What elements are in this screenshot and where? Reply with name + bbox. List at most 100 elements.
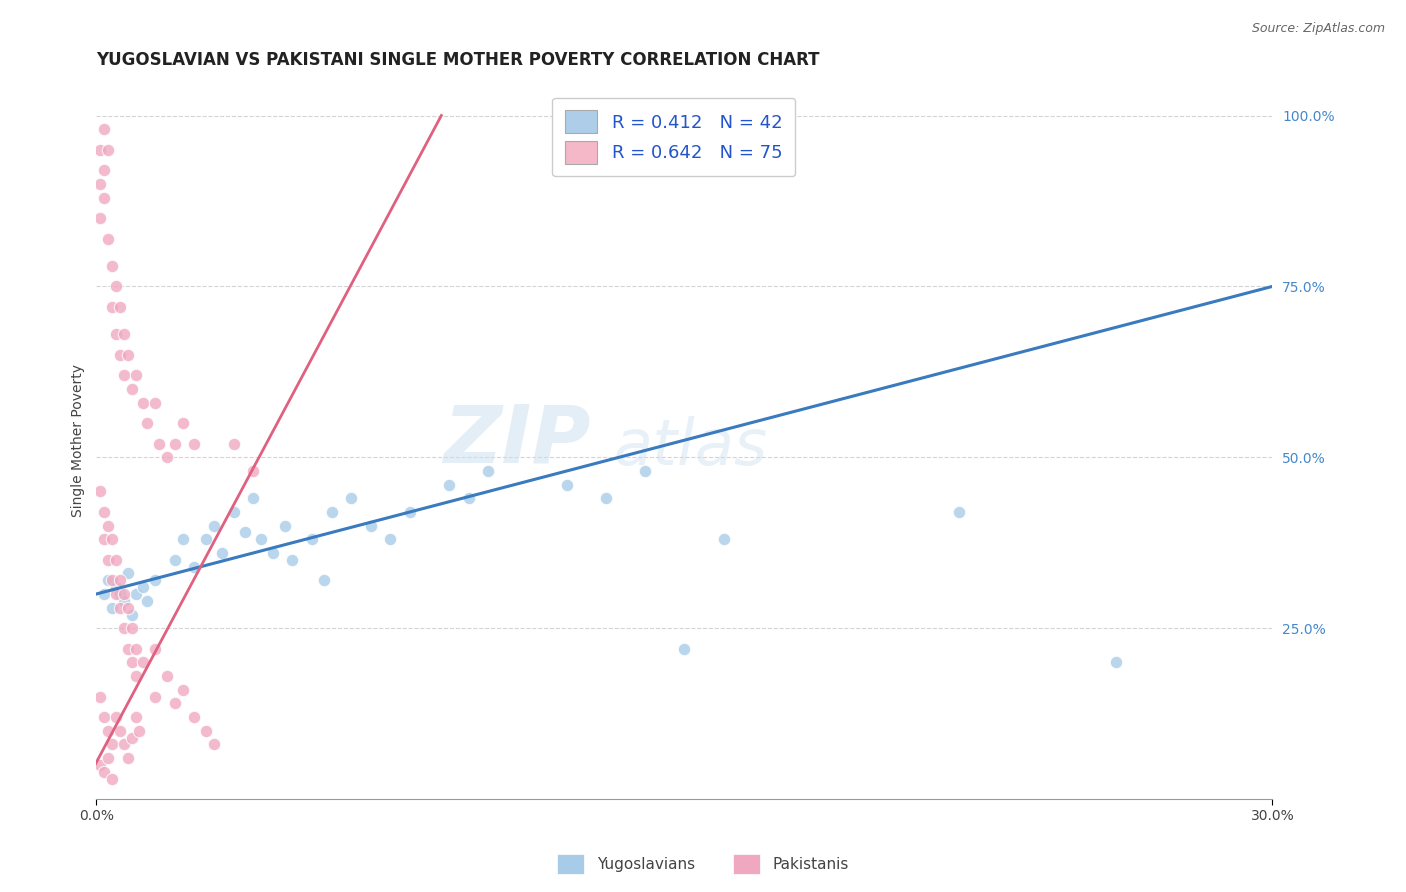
Point: [555, 477, 578, 491]
Point: [128, 723, 150, 738]
Point: [112, 621, 135, 635]
Point: [101, 574, 124, 588]
Point: [97, 574, 120, 588]
Point: [242, 491, 264, 506]
Point: [437, 477, 460, 491]
Point: [281, 553, 304, 567]
Point: [143, 395, 166, 409]
Point: [634, 464, 657, 478]
Point: [202, 738, 225, 752]
Point: [112, 738, 135, 752]
Point: [97, 143, 120, 157]
Point: [121, 382, 143, 396]
Point: [340, 491, 363, 506]
Point: [156, 450, 179, 465]
Point: [132, 656, 155, 670]
Point: [183, 436, 205, 450]
Point: [101, 533, 124, 547]
Point: [104, 553, 127, 567]
Point: [108, 587, 131, 601]
Point: [101, 772, 124, 786]
Point: [163, 697, 186, 711]
Point: [112, 368, 135, 383]
Point: [124, 587, 146, 601]
Point: [595, 491, 617, 506]
Point: [97, 751, 120, 765]
Point: [250, 533, 273, 547]
Point: [101, 259, 124, 273]
Point: [202, 518, 225, 533]
Legend: Yugoslavians, Pakistanis: Yugoslavians, Pakistanis: [551, 848, 855, 880]
Point: [93, 764, 115, 779]
Point: [124, 710, 146, 724]
Text: atlas: atlas: [614, 417, 768, 478]
Point: [242, 464, 264, 478]
Point: [399, 505, 422, 519]
Point: [93, 122, 115, 136]
Point: [112, 587, 135, 601]
Point: [101, 600, 124, 615]
Point: [89, 484, 111, 499]
Point: [136, 594, 159, 608]
Point: [93, 190, 115, 204]
Point: [97, 518, 120, 533]
Point: [108, 348, 131, 362]
Point: [117, 348, 139, 362]
Point: [321, 505, 343, 519]
Point: [93, 710, 115, 724]
Point: [104, 327, 127, 342]
Point: [108, 300, 131, 314]
Point: [132, 580, 155, 594]
Y-axis label: Single Mother Poverty: Single Mother Poverty: [72, 364, 86, 516]
Point: [195, 723, 218, 738]
Point: [101, 300, 124, 314]
Point: [273, 518, 295, 533]
Point: [89, 757, 111, 772]
Point: [121, 607, 143, 622]
Point: [143, 690, 166, 704]
Point: [112, 594, 135, 608]
Point: [222, 436, 245, 450]
Point: [121, 656, 143, 670]
Point: [713, 533, 735, 547]
Legend: R = 0.412   N = 42, R = 0.642   N = 75: R = 0.412 N = 42, R = 0.642 N = 75: [553, 97, 796, 177]
Point: [477, 464, 499, 478]
Point: [108, 600, 131, 615]
Point: [108, 723, 131, 738]
Point: [222, 505, 245, 519]
Text: Source: ZipAtlas.com: Source: ZipAtlas.com: [1251, 22, 1385, 36]
Point: [121, 621, 143, 635]
Point: [117, 751, 139, 765]
Point: [380, 533, 402, 547]
Point: [97, 723, 120, 738]
Point: [312, 574, 335, 588]
Point: [457, 491, 479, 506]
Point: [93, 505, 115, 519]
Point: [93, 163, 115, 178]
Point: [124, 669, 146, 683]
Point: [112, 327, 135, 342]
Point: [124, 368, 146, 383]
Point: [108, 574, 131, 588]
Point: [143, 574, 166, 588]
Point: [89, 690, 111, 704]
Point: [97, 553, 120, 567]
Point: [195, 533, 218, 547]
Point: [97, 231, 120, 245]
Point: [163, 553, 186, 567]
Point: [360, 518, 382, 533]
Point: [104, 580, 127, 594]
Point: [104, 587, 127, 601]
Point: [136, 416, 159, 430]
Point: [183, 710, 205, 724]
Point: [183, 559, 205, 574]
Point: [104, 710, 127, 724]
Point: [148, 436, 170, 450]
Point: [233, 525, 256, 540]
Point: [163, 436, 186, 450]
Text: ZIP: ZIP: [443, 401, 591, 479]
Text: YUGOSLAVIAN VS PAKISTANI SINGLE MOTHER POVERTY CORRELATION CHART: YUGOSLAVIAN VS PAKISTANI SINGLE MOTHER P…: [97, 51, 820, 69]
Point: [93, 533, 115, 547]
Point: [172, 682, 194, 697]
Point: [156, 669, 179, 683]
